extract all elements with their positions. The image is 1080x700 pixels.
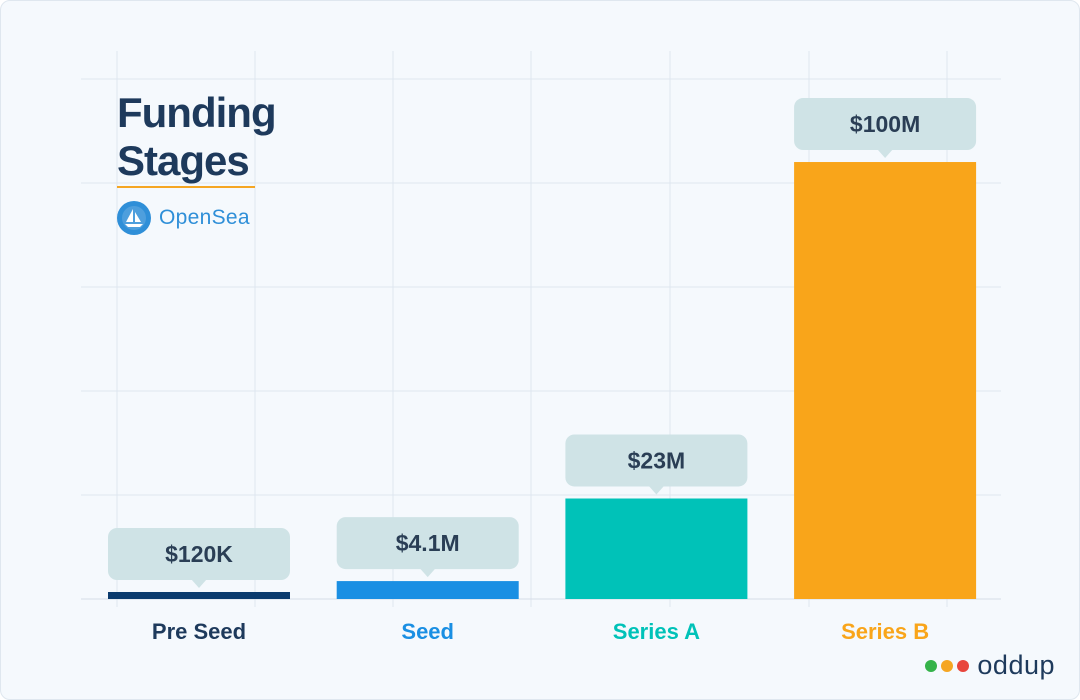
company-name: OpenSea bbox=[159, 206, 250, 229]
chart-bars bbox=[108, 162, 977, 599]
bar-seed bbox=[336, 581, 519, 599]
callout-pointer bbox=[419, 568, 436, 578]
callout-pointer bbox=[877, 149, 894, 159]
callout-bubble bbox=[794, 98, 977, 151]
red-dot-icon bbox=[957, 659, 970, 672]
bar-value-label: $23M bbox=[628, 447, 686, 473]
bar-value-label: $120K bbox=[165, 541, 233, 567]
x-tick-label: Pre Seed bbox=[152, 619, 246, 644]
bar-series-a bbox=[565, 498, 748, 599]
callout-pointer bbox=[191, 579, 207, 588]
value-callout: $23M bbox=[565, 434, 748, 495]
chart-x-labels: Pre Seed Seed Series A Series B bbox=[152, 619, 929, 644]
bar-value-label: $100M bbox=[850, 111, 920, 137]
bar-series-b bbox=[794, 162, 977, 599]
value-callout: $100M bbox=[794, 98, 977, 159]
callout-pointer bbox=[648, 485, 665, 495]
x-tick-label: Series A bbox=[613, 619, 700, 644]
green-dot-icon bbox=[925, 659, 938, 672]
value-callout: $120K bbox=[108, 528, 290, 588]
x-tick-label: Series B bbox=[841, 619, 929, 644]
title-underline bbox=[117, 186, 255, 188]
callout-bubble bbox=[108, 528, 290, 580]
bar-value-label: $4.1M bbox=[396, 530, 460, 556]
orange-dot-icon bbox=[941, 659, 954, 672]
x-tick-label: Seed bbox=[401, 619, 454, 644]
sailboat-icon bbox=[117, 201, 151, 235]
chart-title: Funding Stages bbox=[117, 89, 277, 184]
chart-value-callouts: $120K $4.1M $23M $100M bbox=[108, 98, 977, 588]
source-name: oddup bbox=[977, 650, 1055, 680]
source-logo: oddup bbox=[925, 650, 1055, 681]
callout-bubble bbox=[336, 517, 519, 570]
value-callout: $4.1M bbox=[336, 517, 519, 578]
bar-pre-seed bbox=[108, 592, 290, 599]
callout-bubble bbox=[565, 434, 748, 487]
company-brand: OpenSea bbox=[117, 201, 250, 235]
